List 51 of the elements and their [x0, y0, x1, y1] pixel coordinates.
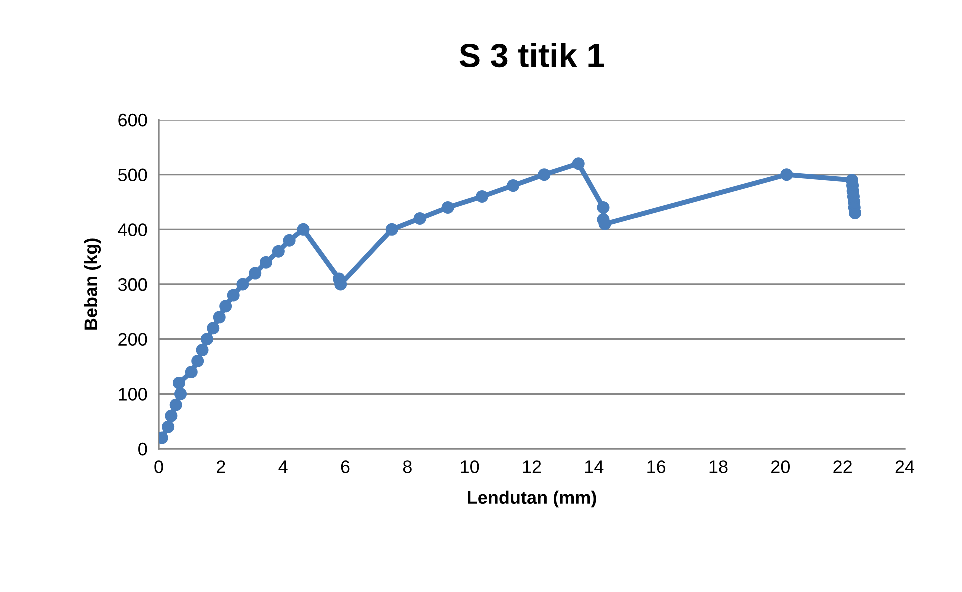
y-tick-label: 400	[118, 224, 148, 236]
point	[297, 223, 310, 236]
point	[272, 245, 285, 258]
point	[780, 168, 794, 182]
x-tick-label: 10	[461, 460, 480, 474]
x-tick-label: 14	[586, 460, 604, 474]
chart-title: S 3 titik 1	[460, 43, 604, 68]
y-tick-label: 300	[118, 278, 148, 292]
point	[538, 168, 551, 182]
point	[196, 344, 209, 357]
y-tick-label: 600	[118, 114, 148, 127]
point	[227, 289, 240, 302]
y-tick-label: 500	[118, 168, 148, 182]
x-tick-label: 20	[772, 460, 790, 474]
point	[220, 300, 232, 313]
point	[162, 420, 175, 434]
point	[507, 180, 520, 192]
point	[572, 158, 585, 170]
point	[192, 355, 204, 368]
x-tick-label: 18	[710, 460, 728, 474]
x-axis-title: Lendutan (mm)	[468, 490, 596, 508]
y-tick-label: 100	[119, 388, 148, 401]
point	[442, 201, 454, 214]
point	[172, 376, 186, 390]
point	[236, 278, 250, 291]
point	[283, 234, 296, 247]
x-tick-label: 12	[523, 460, 542, 474]
x-tick-label: 22	[834, 460, 852, 474]
x-tick-label: 6	[341, 460, 350, 474]
x-tick-label: 16	[648, 460, 666, 474]
point	[414, 212, 426, 225]
x-tick-label: 8	[403, 460, 412, 474]
point	[213, 311, 226, 324]
y-tick-label: 0	[138, 442, 148, 456]
point	[476, 190, 489, 204]
x-tick-label: 4	[278, 460, 288, 474]
point	[185, 366, 198, 378]
point	[174, 388, 188, 400]
y-axis-title: Beban (kg)	[84, 238, 102, 330]
point	[249, 267, 262, 280]
x-tick-label: 24	[896, 460, 915, 474]
x-tick-label: 0	[154, 460, 164, 474]
point	[260, 256, 272, 269]
point	[207, 322, 220, 335]
point	[165, 410, 178, 422]
x-tick-label: 2	[217, 460, 226, 474]
point	[200, 333, 214, 346]
point	[170, 398, 182, 412]
point	[386, 223, 398, 236]
y-tick-label: 200	[118, 333, 148, 346]
point	[597, 201, 610, 214]
